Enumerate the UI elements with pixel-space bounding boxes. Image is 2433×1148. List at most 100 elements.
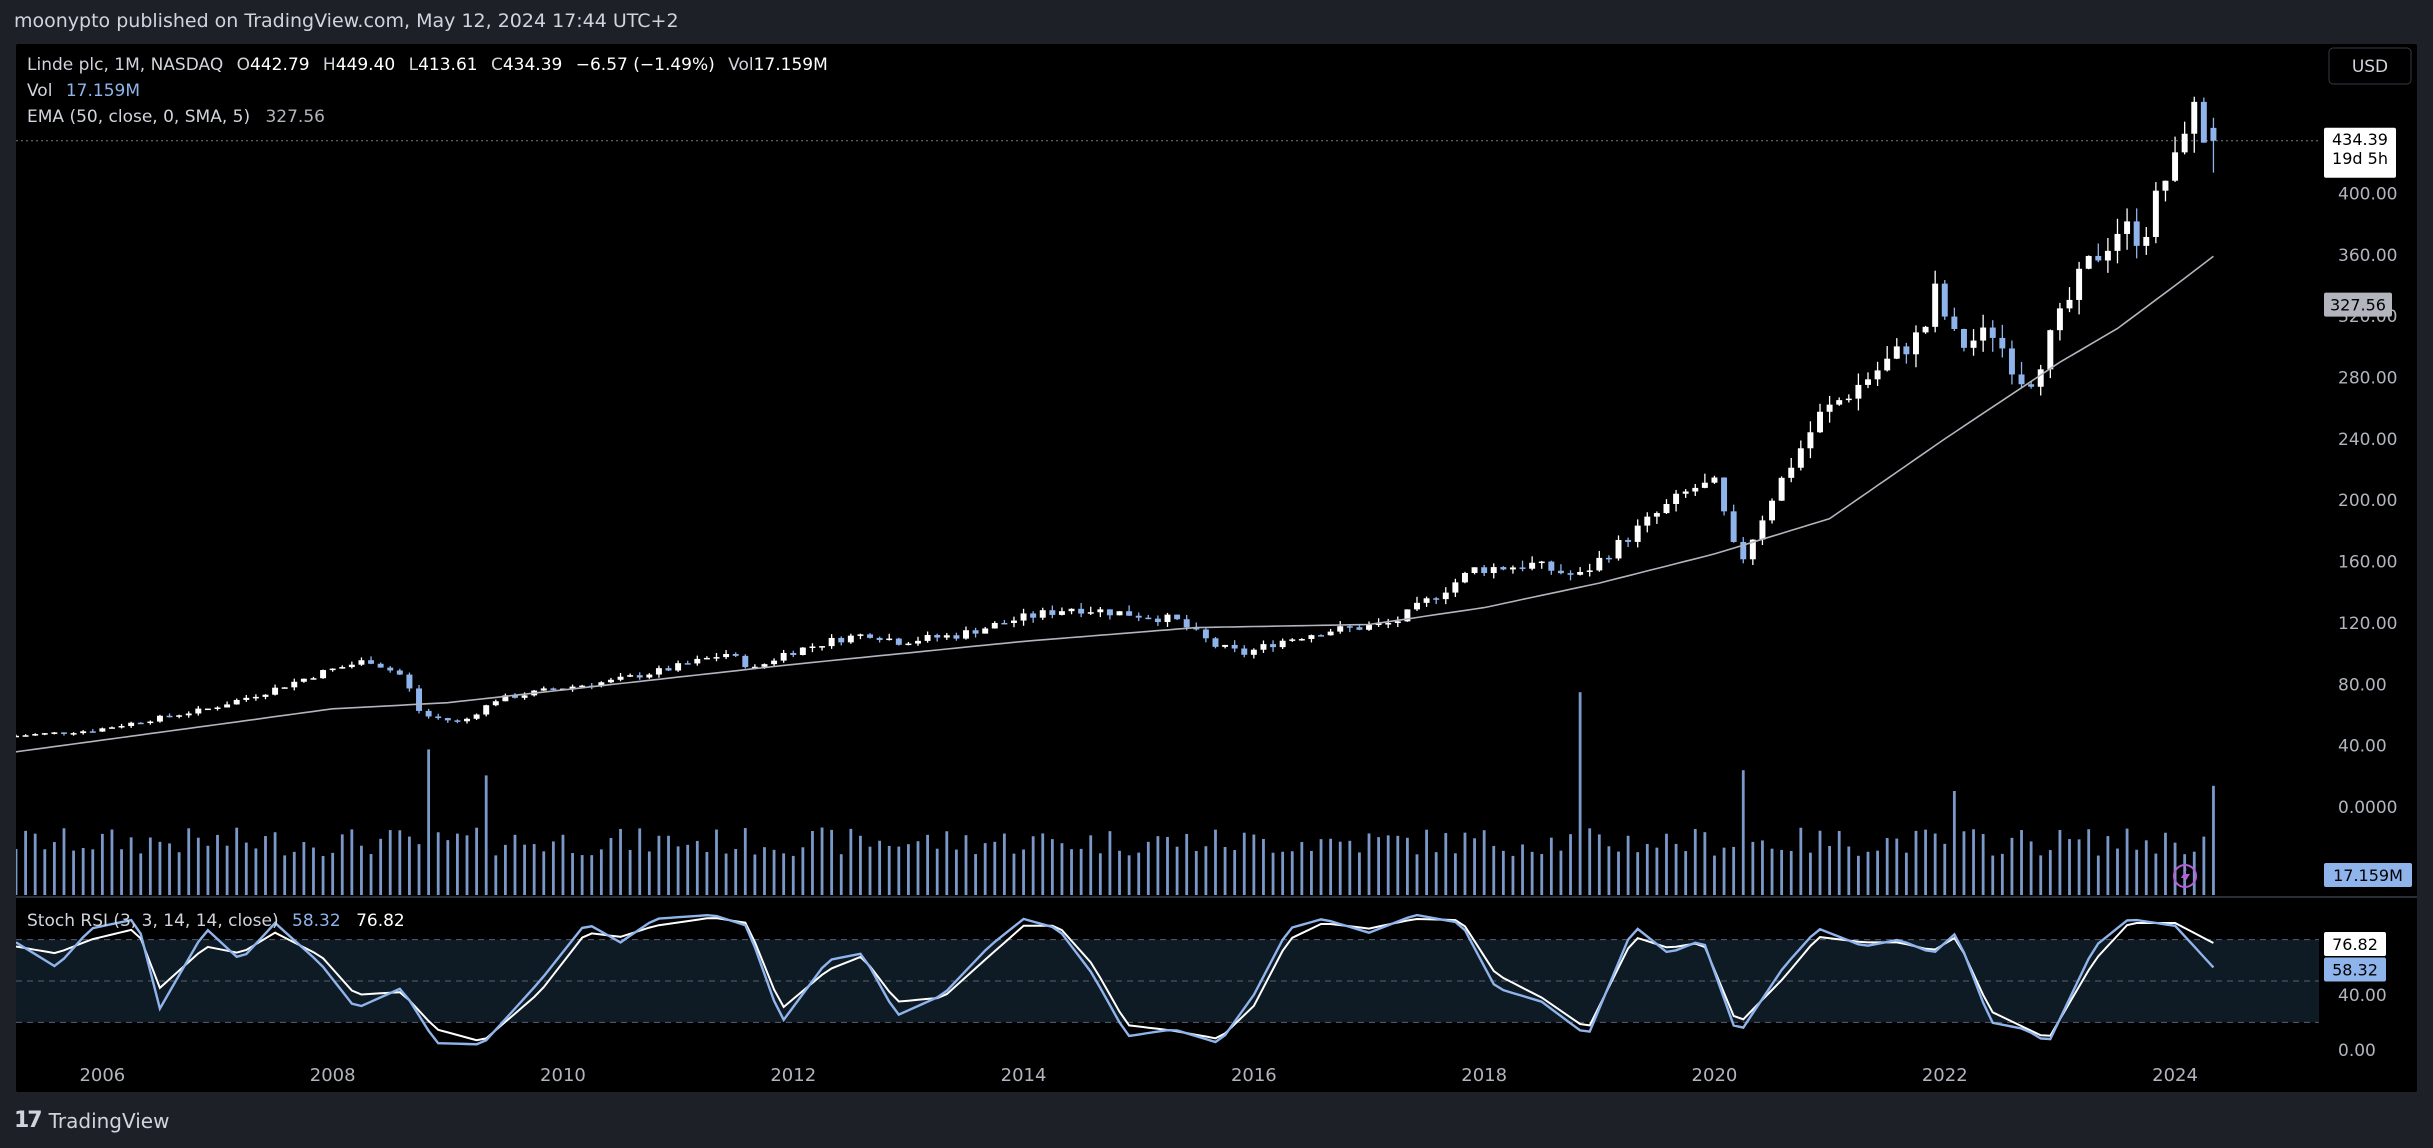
- candle-body: [1865, 379, 1871, 385]
- volume-bar: [1214, 829, 1217, 895]
- candle-body: [761, 664, 768, 667]
- volume-bar: [667, 835, 670, 895]
- candle-body: [1423, 598, 1430, 603]
- volume-bar: [1310, 850, 1313, 895]
- candle-body: [1730, 511, 1737, 542]
- candle-body: [1308, 635, 1315, 639]
- candle-body: [972, 630, 979, 634]
- candle-body: [1241, 648, 1248, 655]
- candle-body: [2056, 308, 2063, 331]
- stoch-k-series-line: [16, 913, 2215, 1046]
- candle-body: [1135, 615, 1142, 618]
- volume-bar: [743, 828, 747, 895]
- candle-body: [262, 694, 269, 697]
- volume-bar: [897, 846, 901, 895]
- y-axis[interactable]: 0.0000 40.00 80.00 120.00 160.00 200.00 240.00…: [2338, 184, 2397, 818]
- chart-panel[interactable]: [16, 44, 2417, 1092]
- currency-button[interactable]: [2328, 47, 2412, 85]
- currency-button-label[interactable]: USD: [2352, 57, 2388, 77]
- volume-bar: [2212, 785, 2215, 895]
- candle-body: [943, 635, 950, 638]
- candle-body: [982, 628, 989, 634]
- candle-body: [1318, 635, 1325, 637]
- volume-bar: [2039, 855, 2043, 895]
- candle-body: [348, 664, 355, 668]
- candle-body: [1663, 503, 1670, 514]
- volume-bar: [273, 832, 277, 895]
- stoch-tick-label: 40.00: [2338, 986, 2387, 1006]
- legend-c-value: 434.39: [503, 55, 562, 75]
- volume-bar: [331, 852, 335, 895]
- candle-body: [1490, 567, 1497, 574]
- y-tick-label: 360.00: [2338, 246, 2397, 266]
- volume-bar: [408, 836, 411, 895]
- candle-body: [291, 681, 298, 688]
- candle-body: [1529, 562, 1536, 569]
- x-tick-label: 2018: [1461, 1065, 1507, 1086]
- candle-body: [934, 634, 941, 638]
- x-tick-label: 2020: [1692, 1065, 1738, 1086]
- volume-bar: [782, 853, 786, 895]
- volume-bar: [1780, 849, 1784, 895]
- candle-body: [492, 701, 499, 706]
- volume-bar: [1194, 850, 1198, 895]
- candle-body: [732, 654, 739, 656]
- volume-bar: [321, 855, 325, 895]
- volume-bar: [2077, 839, 2081, 895]
- candle-body: [1481, 567, 1488, 574]
- volume-bar: [561, 834, 565, 895]
- legend-o-label: O: [237, 55, 250, 75]
- volume-bar: [2202, 836, 2206, 895]
- candle-body: [1788, 467, 1795, 478]
- candle-body: [2037, 369, 2044, 387]
- volume-bar: [1876, 850, 1879, 895]
- volume-bar: [1645, 844, 1649, 895]
- volume-bar: [532, 844, 536, 895]
- candle-body: [1980, 327, 1987, 341]
- candle-body: [655, 668, 662, 675]
- candle-body: [1337, 626, 1344, 632]
- volume-bar: [1981, 834, 1985, 895]
- x-tick-label: 2006: [79, 1065, 125, 1086]
- volume-bar: [1962, 831, 1966, 895]
- stoch-y-axis[interactable]: 0.00 40.00: [2338, 986, 2387, 1061]
- candle-body: [22, 735, 29, 737]
- candle-body: [1154, 618, 1161, 623]
- volume-badge: 17.159M: [2324, 863, 2412, 887]
- volume-bar: [292, 851, 296, 895]
- volume-bar: [379, 838, 383, 895]
- candle-body: [300, 678, 307, 682]
- candle-body: [2114, 233, 2121, 251]
- candle-body: [1634, 525, 1641, 542]
- lightning-icon[interactable]: [2173, 864, 2197, 888]
- candle-body: [108, 727, 115, 729]
- volume-bar: [1789, 850, 1793, 895]
- volume-bar: [72, 850, 75, 895]
- candle-body: [1625, 539, 1632, 542]
- volume-bar: [571, 853, 574, 895]
- legend-ema-label: EMA (50, close, 0, SMA, 5): [27, 107, 250, 127]
- candle-body: [1605, 557, 1612, 560]
- volume-bar: [1751, 841, 1755, 895]
- candle-body: [1615, 539, 1622, 559]
- volume-bar: [513, 834, 517, 895]
- candle-body: [41, 733, 48, 735]
- volume-bar: [1626, 835, 1630, 895]
- candle-body: [1749, 539, 1756, 560]
- volume-bar: [1319, 839, 1323, 895]
- candle-body: [867, 634, 874, 638]
- volume-bar: [1665, 833, 1668, 895]
- volume-bar: [1358, 852, 1361, 895]
- candle-body: [694, 658, 701, 664]
- candle-body: [579, 685, 586, 688]
- legend-l-value: 413.61: [418, 55, 477, 75]
- volume-bar: [16, 849, 18, 895]
- volume-bar: [446, 840, 450, 895]
- x-axis[interactable]: 2006 2008 2010 2012 2014 2016 2018 2020 2022 2024: [79, 1065, 2198, 1086]
- candle-body: [1145, 617, 1152, 620]
- volume-bar: [1108, 831, 1112, 895]
- candle-body: [1222, 644, 1229, 647]
- volume-bar: [734, 849, 738, 895]
- volume-bar: [1549, 837, 1553, 895]
